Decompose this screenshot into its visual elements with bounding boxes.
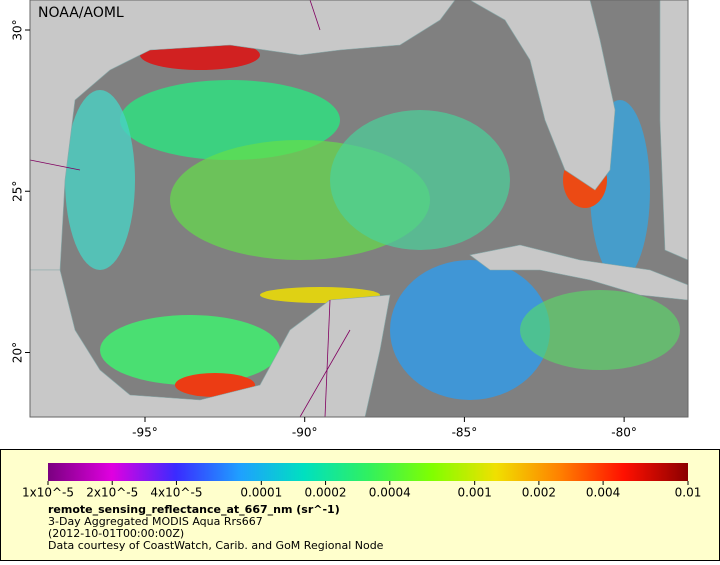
colorbar-tick-label: 4x10^-5	[150, 486, 202, 500]
colorbar-tick-label: 0.001	[457, 486, 491, 500]
colorbar-tick-label: 0.0002	[305, 486, 347, 500]
borders	[30, 0, 351, 417]
map-area	[30, 0, 688, 417]
y-tick-label: 25°	[11, 181, 25, 202]
y-tick-label: 30°	[11, 19, 25, 40]
land	[30, 0, 688, 417]
colorbar-tick-label: 0.0001	[240, 486, 282, 500]
legend-line: (2012-10-01T00:00:00Z)	[48, 527, 184, 540]
axes: -95° -90° -85° -80° 30° 25° 20°	[11, 19, 637, 439]
colorbar-tick-label: 0.004	[586, 486, 620, 500]
attribution: NOAA/AOML	[38, 5, 124, 21]
colorbar-tick-label: 0.0004	[369, 486, 411, 500]
colorbar-tick-label: 0.01	[675, 486, 702, 500]
map-frame	[29, 0, 689, 418]
x-tick-label: -90°	[292, 426, 318, 440]
x-tick-label: -85°	[452, 426, 478, 440]
y-tick-label: 20°	[11, 342, 25, 363]
colorbar	[48, 463, 688, 481]
colorbar-title: remote_sensing_reflectance_at_667_nm (sr…	[48, 503, 340, 516]
legend: 1x10^-5 2x10^-5 4x10^-5 0.0001 0.0002 0.0004 0…	[22, 481, 701, 552]
colorbar-tick-label: 1x10^-5	[22, 486, 74, 500]
colorbar-tick-label: 2x10^-5	[86, 486, 138, 500]
x-tick-label: -80°	[611, 426, 637, 440]
legend-line: 3-Day Aggregated MODIS Aqua Rrs667	[48, 515, 263, 528]
colorbar-tick-label: 0.002	[522, 486, 556, 500]
legend-line: Data courtesy of CoastWatch, Carib. and …	[48, 539, 384, 552]
x-tick-label: -95°	[132, 426, 158, 440]
